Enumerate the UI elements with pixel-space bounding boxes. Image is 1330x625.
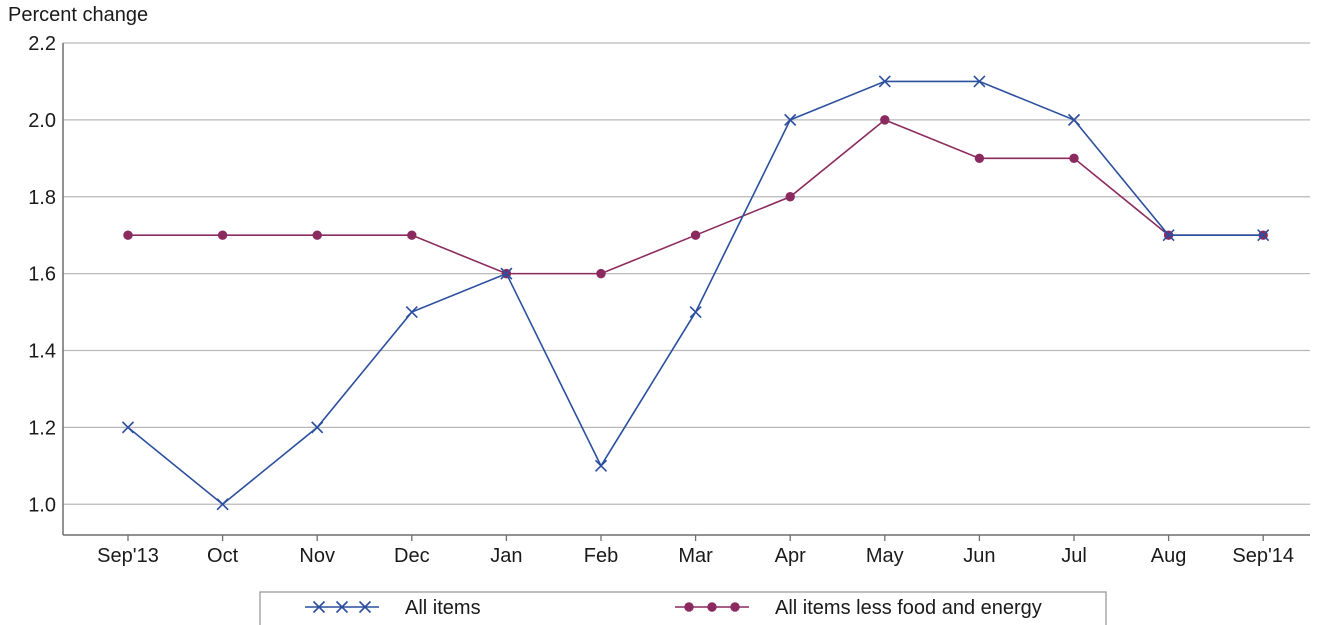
gridlines [63,42,1310,505]
data-point [1257,229,1270,242]
x-tick-label: May [866,545,904,567]
series-line [127,80,1264,506]
legend-box [259,591,1107,625]
data-point [405,305,418,319]
legend-label: All items less food and energy [775,597,1042,619]
data-point [878,75,891,88]
data-point [1069,153,1079,164]
x-tick-label: Feb [584,545,618,567]
x-tick-label: Oct [207,545,239,567]
legend-label: All items [405,597,481,619]
legend-item: All items less food and energy [675,597,1042,619]
x-tick-label: Sep'13 [97,545,159,567]
y-tick-label: 2.0 [28,110,56,132]
x-tick-label: Mar [678,545,713,567]
series-0 [121,75,1270,511]
data-point [1162,229,1175,242]
x-tick-label: Dec [394,545,430,567]
data-point [690,230,701,240]
legend-item: All items [305,597,481,619]
legend-marker [358,600,372,614]
y-tick-label: 1.6 [28,264,56,286]
data-point [974,153,985,164]
data-point [121,421,135,434]
y-tick-label: 1.4 [28,341,56,363]
data-point [1067,113,1081,126]
x-tick-label: Apr [775,545,806,567]
x-tick-labels: Sep'13 Oct Nov Dec Jan Feb Mar Apr May Jun Jul Aug S… [97,545,1294,567]
x-tick-label: Jul [1061,545,1087,567]
data-point [689,305,702,319]
y-tick-label: 1.2 [28,417,56,439]
legend: All items All items less food and energy [259,591,1107,625]
x-tick-label: Aug [1151,545,1187,567]
data-point [785,192,795,202]
y-axis-title: Percent change [8,4,149,26]
legend-marker [707,602,717,612]
x-tick-label: Sep'14 [1232,545,1294,567]
y-tick-label: 2.2 [28,33,56,55]
data-point [973,75,986,88]
data-point [217,230,228,240]
axes [62,43,1310,541]
data-point [880,115,890,125]
legend-marker [730,602,740,612]
data-point [594,459,608,472]
series-lines [121,75,1270,511]
legend-marker [335,600,349,614]
data-point [407,230,417,240]
x-tick-label: Jun [963,545,995,567]
data-point [312,230,322,240]
y-tick-labels: 1.0 1.2 1.4 1.6 1.8 2.0 2.2 [28,33,56,516]
y-tick-label: 1.0 [28,494,56,516]
y-tick-label: 1.8 [28,187,56,209]
data-point [784,113,797,126]
data-point [216,498,229,511]
x-tick-label: Nov [299,545,335,567]
legend-marker [684,602,694,612]
data-point [500,267,513,280]
data-point [123,230,133,240]
data-point [596,268,606,279]
data-point [311,421,324,434]
legend-marker [312,600,326,614]
x-tick-label: Jan [490,545,522,567]
